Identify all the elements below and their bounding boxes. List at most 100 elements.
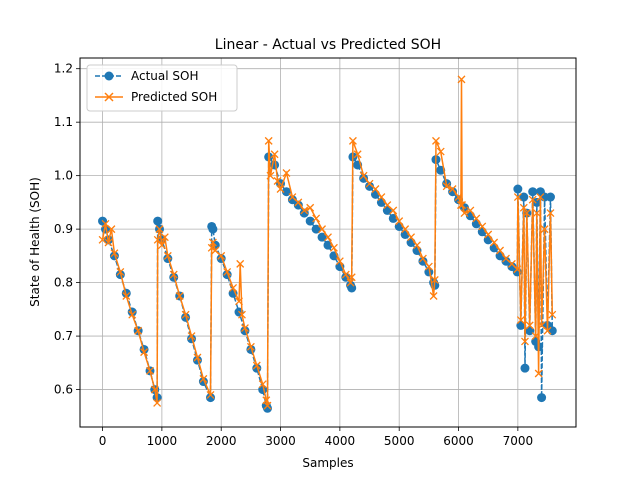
predicted-point <box>430 275 439 284</box>
predicted-point <box>478 222 487 231</box>
predicted-point <box>263 401 272 410</box>
predicted-point <box>318 225 327 234</box>
predicted-point <box>324 233 332 242</box>
predicted-point <box>229 283 238 292</box>
actual-point <box>305 216 315 226</box>
actual-point <box>516 320 526 330</box>
actual-point <box>513 184 523 194</box>
predicted-point <box>312 214 321 223</box>
predicted-point <box>294 198 303 207</box>
predicted-point <box>341 270 350 279</box>
predicted-point <box>543 326 552 335</box>
predicted-point <box>258 380 267 389</box>
predicted-point <box>457 75 466 84</box>
x-tick-label: 1000 <box>147 434 178 448</box>
predicted-point <box>484 230 493 239</box>
x-tick-label: 7000 <box>503 434 534 448</box>
predicted-point <box>329 243 338 252</box>
predicted-point <box>458 201 467 210</box>
predicted-point <box>456 201 465 210</box>
predicted-point <box>546 209 555 218</box>
y-tick-label: 1.2 <box>54 62 73 76</box>
predicted-point <box>353 150 362 159</box>
actual-point <box>287 195 297 205</box>
predicted-point <box>128 310 137 319</box>
legend-predicted-label: Predicted SOH <box>131 90 217 104</box>
predicted-point <box>536 193 545 202</box>
predicted-point <box>153 235 162 244</box>
axes-frame <box>79 57 577 428</box>
predicted-point <box>104 238 113 247</box>
predicted-point <box>223 267 232 276</box>
predicted-point <box>169 270 178 279</box>
predicted-point <box>442 182 451 191</box>
actual-point <box>519 192 529 202</box>
y-tick-label: 0.9 <box>54 222 73 236</box>
actual-point <box>311 224 321 234</box>
predicted-point <box>146 366 154 375</box>
predicted-point <box>181 310 190 319</box>
actual-point <box>153 216 163 226</box>
legend: Actual SOH Predicted SOH <box>86 64 238 112</box>
predicted-point <box>389 206 398 215</box>
x-tick-label: 4000 <box>325 434 356 448</box>
predicted-point <box>522 209 531 218</box>
predicted-point <box>401 225 410 234</box>
predicted-point <box>407 233 416 242</box>
predicted-point <box>252 361 261 370</box>
predicted-point <box>460 209 469 218</box>
predicted-point <box>217 251 226 260</box>
actual-point <box>537 393 547 403</box>
predicted-point <box>418 254 427 263</box>
predicted-point <box>98 235 107 244</box>
predicted-point <box>246 342 255 351</box>
y-tick-label: 0.6 <box>54 383 73 397</box>
predicted-point <box>348 136 357 145</box>
x-tick-label: 0 <box>99 434 107 448</box>
predicted-point <box>306 203 315 212</box>
predicted-point <box>235 297 243 306</box>
predicted-point <box>534 369 543 378</box>
predicted-point <box>266 171 275 180</box>
predicted-point <box>270 150 279 159</box>
predicted-point <box>519 203 528 212</box>
x-tick-label: 6000 <box>443 434 474 448</box>
predicted-point <box>300 206 309 215</box>
actual-point <box>528 187 538 197</box>
predicted-point <box>466 206 475 215</box>
x-tick-label: 3000 <box>265 434 296 448</box>
actual-point <box>501 256 511 266</box>
series-layer <box>98 75 557 413</box>
predicted-point <box>206 390 215 399</box>
y-tick-label: 1.0 <box>54 169 73 183</box>
ticks: 0 1000 2000 3000 4000 5000 6000 7000 0.6 0.7 0.8 0.… <box>54 62 533 448</box>
x-tick-label: 2000 <box>206 434 237 448</box>
predicted-point <box>413 241 421 250</box>
y-axis-label: State of Health (SOH) <box>28 177 42 307</box>
actual-point <box>208 224 218 234</box>
actual-point <box>262 403 272 413</box>
predicted-point <box>347 273 356 282</box>
legend-predicted-marker <box>104 92 114 102</box>
predicted-point <box>472 214 481 223</box>
predicted-point <box>238 310 246 319</box>
predicted-point <box>157 241 166 250</box>
predicted-point <box>150 385 159 394</box>
predicted-point <box>282 169 291 177</box>
predicted-point <box>532 209 541 218</box>
predicted-point <box>548 310 557 319</box>
predicted-point <box>424 262 433 271</box>
predicted-point <box>240 324 249 333</box>
y-tick-label: 1.1 <box>54 115 73 129</box>
predicted-point <box>236 259 245 268</box>
actual-point <box>206 393 216 403</box>
predicted-point <box>432 136 440 145</box>
predicted-point <box>273 177 282 185</box>
predicted-point <box>528 195 537 204</box>
predicted-point <box>377 193 386 202</box>
predicted-point <box>521 337 529 346</box>
predicted-point <box>175 292 184 300</box>
predicted-point <box>163 251 172 260</box>
predicted-point <box>371 185 380 193</box>
predicted-point <box>513 193 522 202</box>
